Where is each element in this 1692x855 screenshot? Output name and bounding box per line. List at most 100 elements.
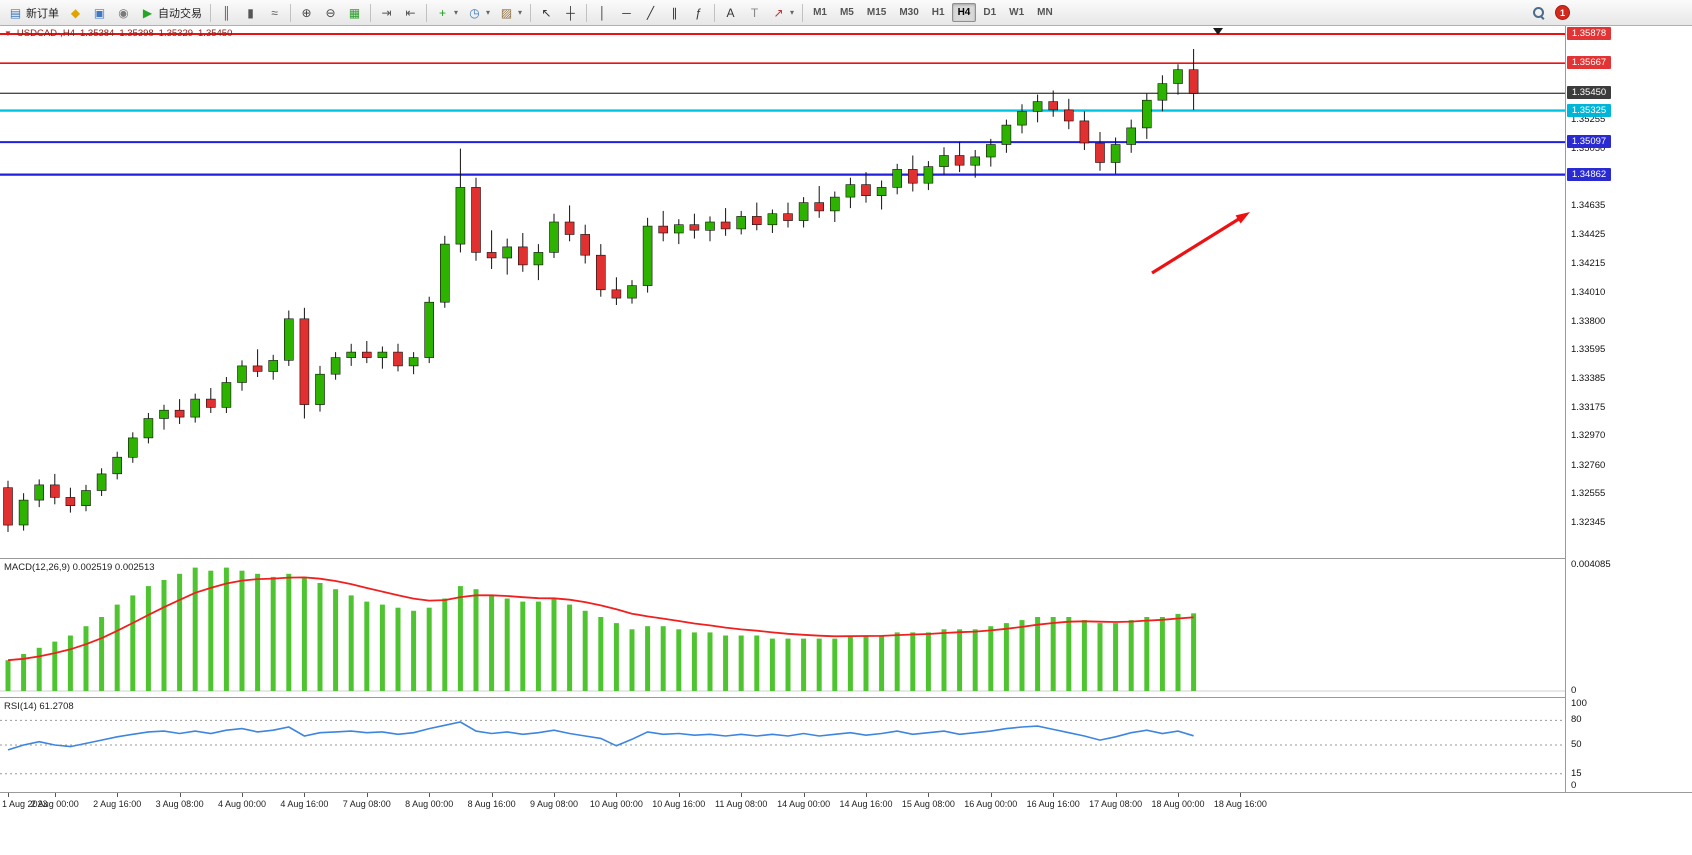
time-axis-label: 16 Aug 00:00 [964,799,1018,809]
time-axis-tick [928,793,930,797]
time-axis-tick [54,793,56,797]
time-axis-label: 18 Aug 16:00 [1213,799,1267,809]
arrows-button-dropdown-caret-icon[interactable]: ▾ [790,8,795,17]
cursor-icon: ↖ [541,5,552,20]
timeframe-m30-button[interactable]: M30 [899,7,919,18]
periods-button[interactable]: ◷ ▾ [463,2,494,23]
candlestick-icon: ▮ [247,5,254,20]
vertical-line-button[interactable]: │ [591,2,614,23]
text-button[interactable]: A [719,2,742,23]
trendline-icon: ╱ [646,5,655,20]
macd-axis-label: 0 [1571,685,1577,696]
zoom-in-button[interactable]: ⊕ [295,2,318,23]
metaeditor-button[interactable]: ◆ [64,2,87,23]
time-axis-label: 2 Aug 16:00 [93,799,142,809]
time-axis-label: 10 Aug 00:00 [589,799,643,809]
time-axis-label: 1 Aug 2023 [2,799,48,809]
timeframe-h4-button[interactable]: H4 [951,3,977,22]
notification-badge[interactable]: 1 [1555,5,1570,20]
templates-button-dropdown-caret-icon[interactable]: ▾ [518,8,523,17]
rsi-axis-label: 50 [1571,739,1582,750]
ohlc-close: 1.35450 [198,28,233,39]
pane-divider[interactable] [0,558,1692,559]
indicators-icon: + [438,5,446,20]
rsi-indicator-pane[interactable] [0,698,1565,791]
terminal-button[interactable]: ▣ [88,2,111,23]
price-axis-label: 1.34010 [1571,286,1606,298]
search-icon[interactable] [1532,6,1545,19]
timeframe-h1-button[interactable]: H1 [931,7,945,18]
crosshair-button[interactable]: ┼ [559,2,582,23]
time-axis-tick [803,793,805,797]
bar-chart-button[interactable]: ║ [215,2,238,23]
chart-title: ▼ USDCAD-,H4 1.35384 1.35398 1.35329 1.3… [4,28,232,39]
new-order-icon: ▤ [9,5,22,20]
timeframe-m1-button[interactable]: M1 [813,7,827,18]
price-chart-pane[interactable] [0,26,1565,558]
time-axis-label: 11 Aug 08:00 [714,799,768,809]
auto-scroll-button[interactable]: ⇥ [375,2,398,23]
macd-indicator-pane[interactable] [0,559,1565,697]
text-label-icon: T [750,5,759,20]
time-axis-label: 17 Aug 08:00 [1089,799,1143,809]
pane-divider[interactable] [0,697,1692,698]
line-chart-button[interactable]: ≈ [263,2,286,23]
tile-windows-icon: ▦ [348,5,361,20]
headset-icon: ◉ [118,5,129,20]
new-order-button[interactable]: ▤ 新订单 [4,2,63,23]
time-axis-tick [990,793,992,797]
tile-windows-button[interactable]: ▦ [343,2,366,23]
label-button[interactable]: T [743,2,766,23]
timeframe-mn-button[interactable]: MN [1037,7,1053,18]
timeframe-w1-button[interactable]: W1 [1009,7,1025,18]
price-level-tag: 1.35450 [1567,86,1611,100]
candlestick-chart-button[interactable]: ▮ [239,2,262,23]
time-axis-tick [429,793,431,797]
rsi-axis-label: 100 [1571,698,1587,709]
chart-shift-icon: ⇤ [405,5,416,20]
time-axis-tick [678,793,680,797]
channel-button[interactable]: ∥ [663,2,686,23]
zoom-in-icon: ⊕ [301,5,312,20]
price-axis-label: 1.32760 [1571,459,1606,471]
rsi-axis-label: 0 [1571,780,1577,791]
timeframe-m5-button[interactable]: M5 [839,7,854,18]
zoom-out-button[interactable]: ⊖ [319,2,342,23]
macd-axis-label: 0.004085 [1571,559,1611,570]
periods-button-dropdown-caret-icon[interactable]: ▾ [486,8,491,17]
cursor-button[interactable]: ↖ [535,2,558,23]
price-axis-label: 1.33385 [1571,373,1606,385]
trendline-button[interactable]: ╱ [639,2,662,23]
bar-chart-icon: ║ [222,5,231,20]
text-icon: A [726,5,735,20]
chart-window: ▼ USDCAD-,H4 1.35384 1.35398 1.35329 1.3… [0,26,1692,855]
ohlc-low: 1.35329 [158,28,194,39]
time-axis-label: 7 Aug 08:00 [342,799,391,809]
indicators-button-dropdown-caret-icon[interactable]: ▾ [454,8,459,17]
fibonacci-button[interactable]: ƒ [687,2,710,23]
timeframe-m15-button[interactable]: M15 [866,7,887,18]
toolbar-separator [370,3,371,22]
timeframe-d1-button[interactable]: D1 [983,7,997,18]
fibonacci-icon: ƒ [695,5,702,20]
price-axis[interactable]: 1.35255 1.35050 1.34635 1.34425 1.34215 1.340… [1565,26,1692,792]
horizontal-line-button[interactable]: ─ [615,2,638,23]
crosshair-icon: ┼ [566,5,575,20]
time-axis-tick [866,793,867,797]
arrows-button[interactable]: ↗ ▾ [767,2,798,23]
rsi-axis-label: 15 [1571,767,1582,779]
time-axis-tick [1178,793,1179,797]
templates-button[interactable]: ▨ ▾ [495,2,526,23]
time-axis-label: 8 Aug 16:00 [467,799,516,809]
chart-shift-button[interactable]: ⇤ [399,2,422,23]
indicators-button[interactable]: + ▾ [431,2,462,23]
time-axis-label: 9 Aug 08:00 [529,799,579,809]
auto-scroll-icon: ⇥ [381,5,392,20]
market-button[interactable]: ◉ [112,2,135,23]
line-chart-icon: ≈ [271,5,278,20]
time-axis[interactable]: 1 Aug 2023 2 Aug 00:00 2 Aug 16:00 3 Aug 08… [0,792,1692,818]
symbol-marker-icon: ▼ [4,29,12,38]
chart-shift-marker-icon[interactable] [1213,28,1223,35]
time-axis-tick [1115,793,1117,797]
autotrading-button[interactable]: ▶ 自动交易 [136,2,206,23]
